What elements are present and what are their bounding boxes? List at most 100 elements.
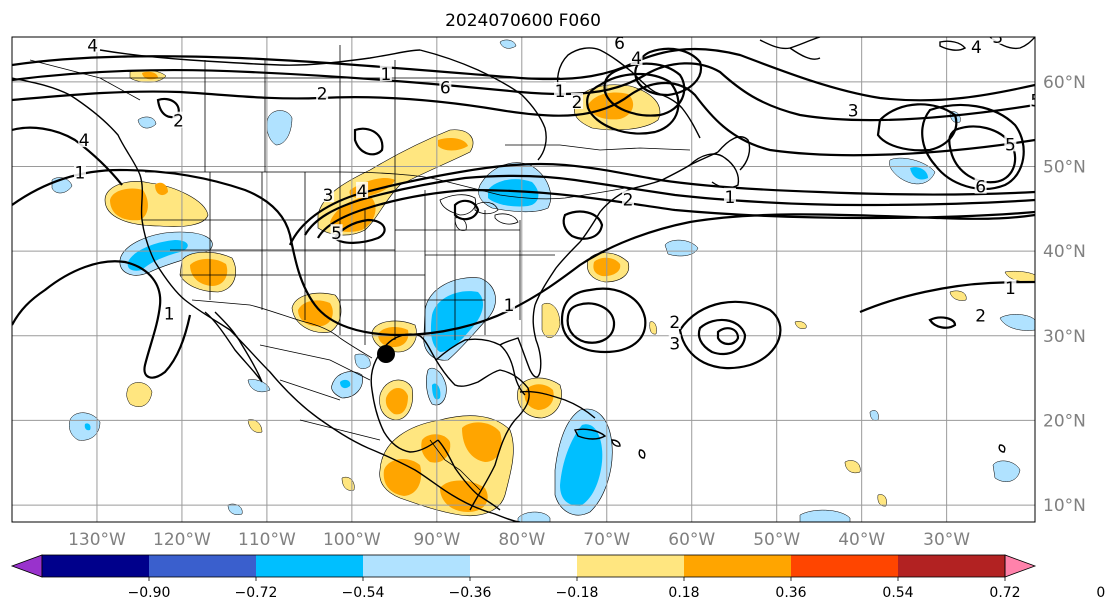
- contour-label-bg: [356, 181, 369, 198]
- contour-label: 4: [631, 49, 642, 69]
- map-frame: [11, 36, 1036, 523]
- colorbar-segment: [256, 555, 363, 577]
- longitude-label: 60°W: [668, 530, 715, 550]
- contour-label: 5: [1005, 135, 1016, 155]
- longitude-label: 120°W: [153, 530, 211, 550]
- contour-label-bg: [1004, 135, 1017, 152]
- colorbar-segment: [898, 555, 1005, 577]
- latitude-label: 50°N: [1043, 158, 1086, 178]
- contour-label-bg: [970, 38, 983, 55]
- longitude-label: 40°W: [838, 530, 885, 550]
- contour-label-bg: [668, 313, 681, 330]
- contour-label-bg: [613, 37, 626, 50]
- contour-label: 1: [504, 296, 515, 316]
- contour-label: 4: [971, 38, 982, 58]
- contour-label: 6: [440, 79, 451, 99]
- contour-label-bg: [172, 111, 185, 128]
- contour-label-bg: [330, 224, 343, 241]
- colorbar-tick-label: 0.36: [775, 585, 806, 601]
- colorbar-extend-low: [10, 554, 43, 578]
- contour-label: 4: [357, 182, 368, 202]
- colorbar-tick-label: −0.72: [235, 585, 278, 601]
- contour-label-bg: [1029, 91, 1035, 108]
- contour-label-bg: [86, 37, 99, 53]
- colorbar-tick-label: −0.90: [128, 585, 171, 601]
- longitude-label: 100°W: [323, 530, 381, 550]
- contour-label: 6: [614, 34, 625, 54]
- longitude-label: 110°W: [238, 530, 296, 550]
- latitude-label: 60°N: [1043, 73, 1086, 93]
- contour-label: 3: [323, 186, 334, 206]
- axis-labels: 130°W 120°W 110°W 100°W 90°W 80°W 70°W 60°W 50°W…: [68, 73, 1086, 550]
- colorbar-tick-label: 0.90: [1096, 585, 1105, 601]
- contour-label: 4: [87, 36, 98, 56]
- colorbar: −0.90 −0.72 −0.54 −0.36 −0.18 0.18 0.36 0.54 0.7…: [10, 554, 1105, 601]
- coastlines: [12, 37, 1035, 522]
- colorbar-segment: [577, 555, 684, 577]
- contour-label-bg: [630, 49, 643, 66]
- latitude-label: 30°N: [1043, 327, 1086, 347]
- contour-label: 1: [725, 188, 736, 208]
- colorbar-segment: [42, 555, 149, 577]
- contour-lines: [12, 47, 1035, 379]
- longitude-label: 50°W: [753, 530, 800, 550]
- contour-label-bg: [163, 304, 176, 321]
- contour-label-bg: [554, 82, 567, 99]
- contour-label: 5: [1030, 91, 1041, 111]
- colorbar-segment: [470, 555, 577, 577]
- contour-label: 3: [992, 28, 1003, 48]
- contour-label-bg: [379, 65, 392, 82]
- colorbar-tick-label: −0.54: [342, 585, 385, 601]
- contour-label: 1: [380, 65, 391, 85]
- colorbar-segment: [684, 555, 791, 577]
- colorbar-tick-label: 0.18: [668, 585, 699, 601]
- contour-label: 2: [173, 112, 184, 132]
- contour-label-bg: [439, 78, 452, 95]
- longitude-label: 130°W: [68, 530, 126, 550]
- longitude-label: 90°W: [413, 530, 460, 550]
- contour-label: 1: [555, 82, 566, 102]
- colorbar-tick-label: −0.18: [556, 585, 599, 601]
- anomaly-shading: [51, 39, 1035, 522]
- latitude-label: 10°N: [1043, 496, 1086, 516]
- colorbar-segment: [791, 555, 898, 577]
- contour-label-bg: [622, 190, 635, 207]
- latitude-label: 40°N: [1043, 242, 1086, 262]
- contour-label-bg: [668, 334, 681, 351]
- contour-label: 2: [572, 93, 583, 113]
- contour-label-bg: [73, 163, 86, 180]
- contour-label-bg: [571, 93, 584, 110]
- storm-position-marker: [377, 345, 395, 363]
- colorbar-extend-high: [1004, 554, 1037, 578]
- contour-label-bg: [974, 306, 987, 323]
- colorbar-tick-label: 0.54: [882, 585, 913, 601]
- contour-label: 5: [331, 224, 342, 244]
- colorbar-outline: [41, 554, 1006, 578]
- contour-label-bg: [322, 186, 335, 203]
- contour-label: 3: [848, 101, 859, 121]
- contour-label: 1: [75, 163, 86, 183]
- contour-label: 1: [164, 305, 175, 325]
- contour-label-bg: [316, 84, 329, 101]
- contour-label: 3: [669, 334, 680, 354]
- contour-label: 1: [1005, 279, 1016, 299]
- contour-label: 6: [975, 178, 986, 198]
- contour-label-bg: [503, 296, 516, 313]
- contour-label: 4: [79, 131, 90, 151]
- colorbar-segment: [149, 555, 256, 577]
- lat-lon-grid: [12, 37, 1035, 522]
- longitude-label: 70°W: [583, 530, 630, 550]
- contour-label-bg: [974, 177, 987, 194]
- colorbar-tick-label: −0.36: [449, 585, 492, 601]
- colorbar-tick-label: 0.72: [989, 585, 1020, 601]
- contour-label: 2: [669, 313, 680, 333]
- contour-label: 2: [975, 306, 986, 326]
- contour-label-bg: [1004, 279, 1017, 296]
- contour-label: 2: [317, 85, 328, 105]
- political-borders: [29, 45, 691, 491]
- latitude-label: 20°N: [1043, 411, 1086, 431]
- longitude-label: 80°W: [498, 530, 545, 550]
